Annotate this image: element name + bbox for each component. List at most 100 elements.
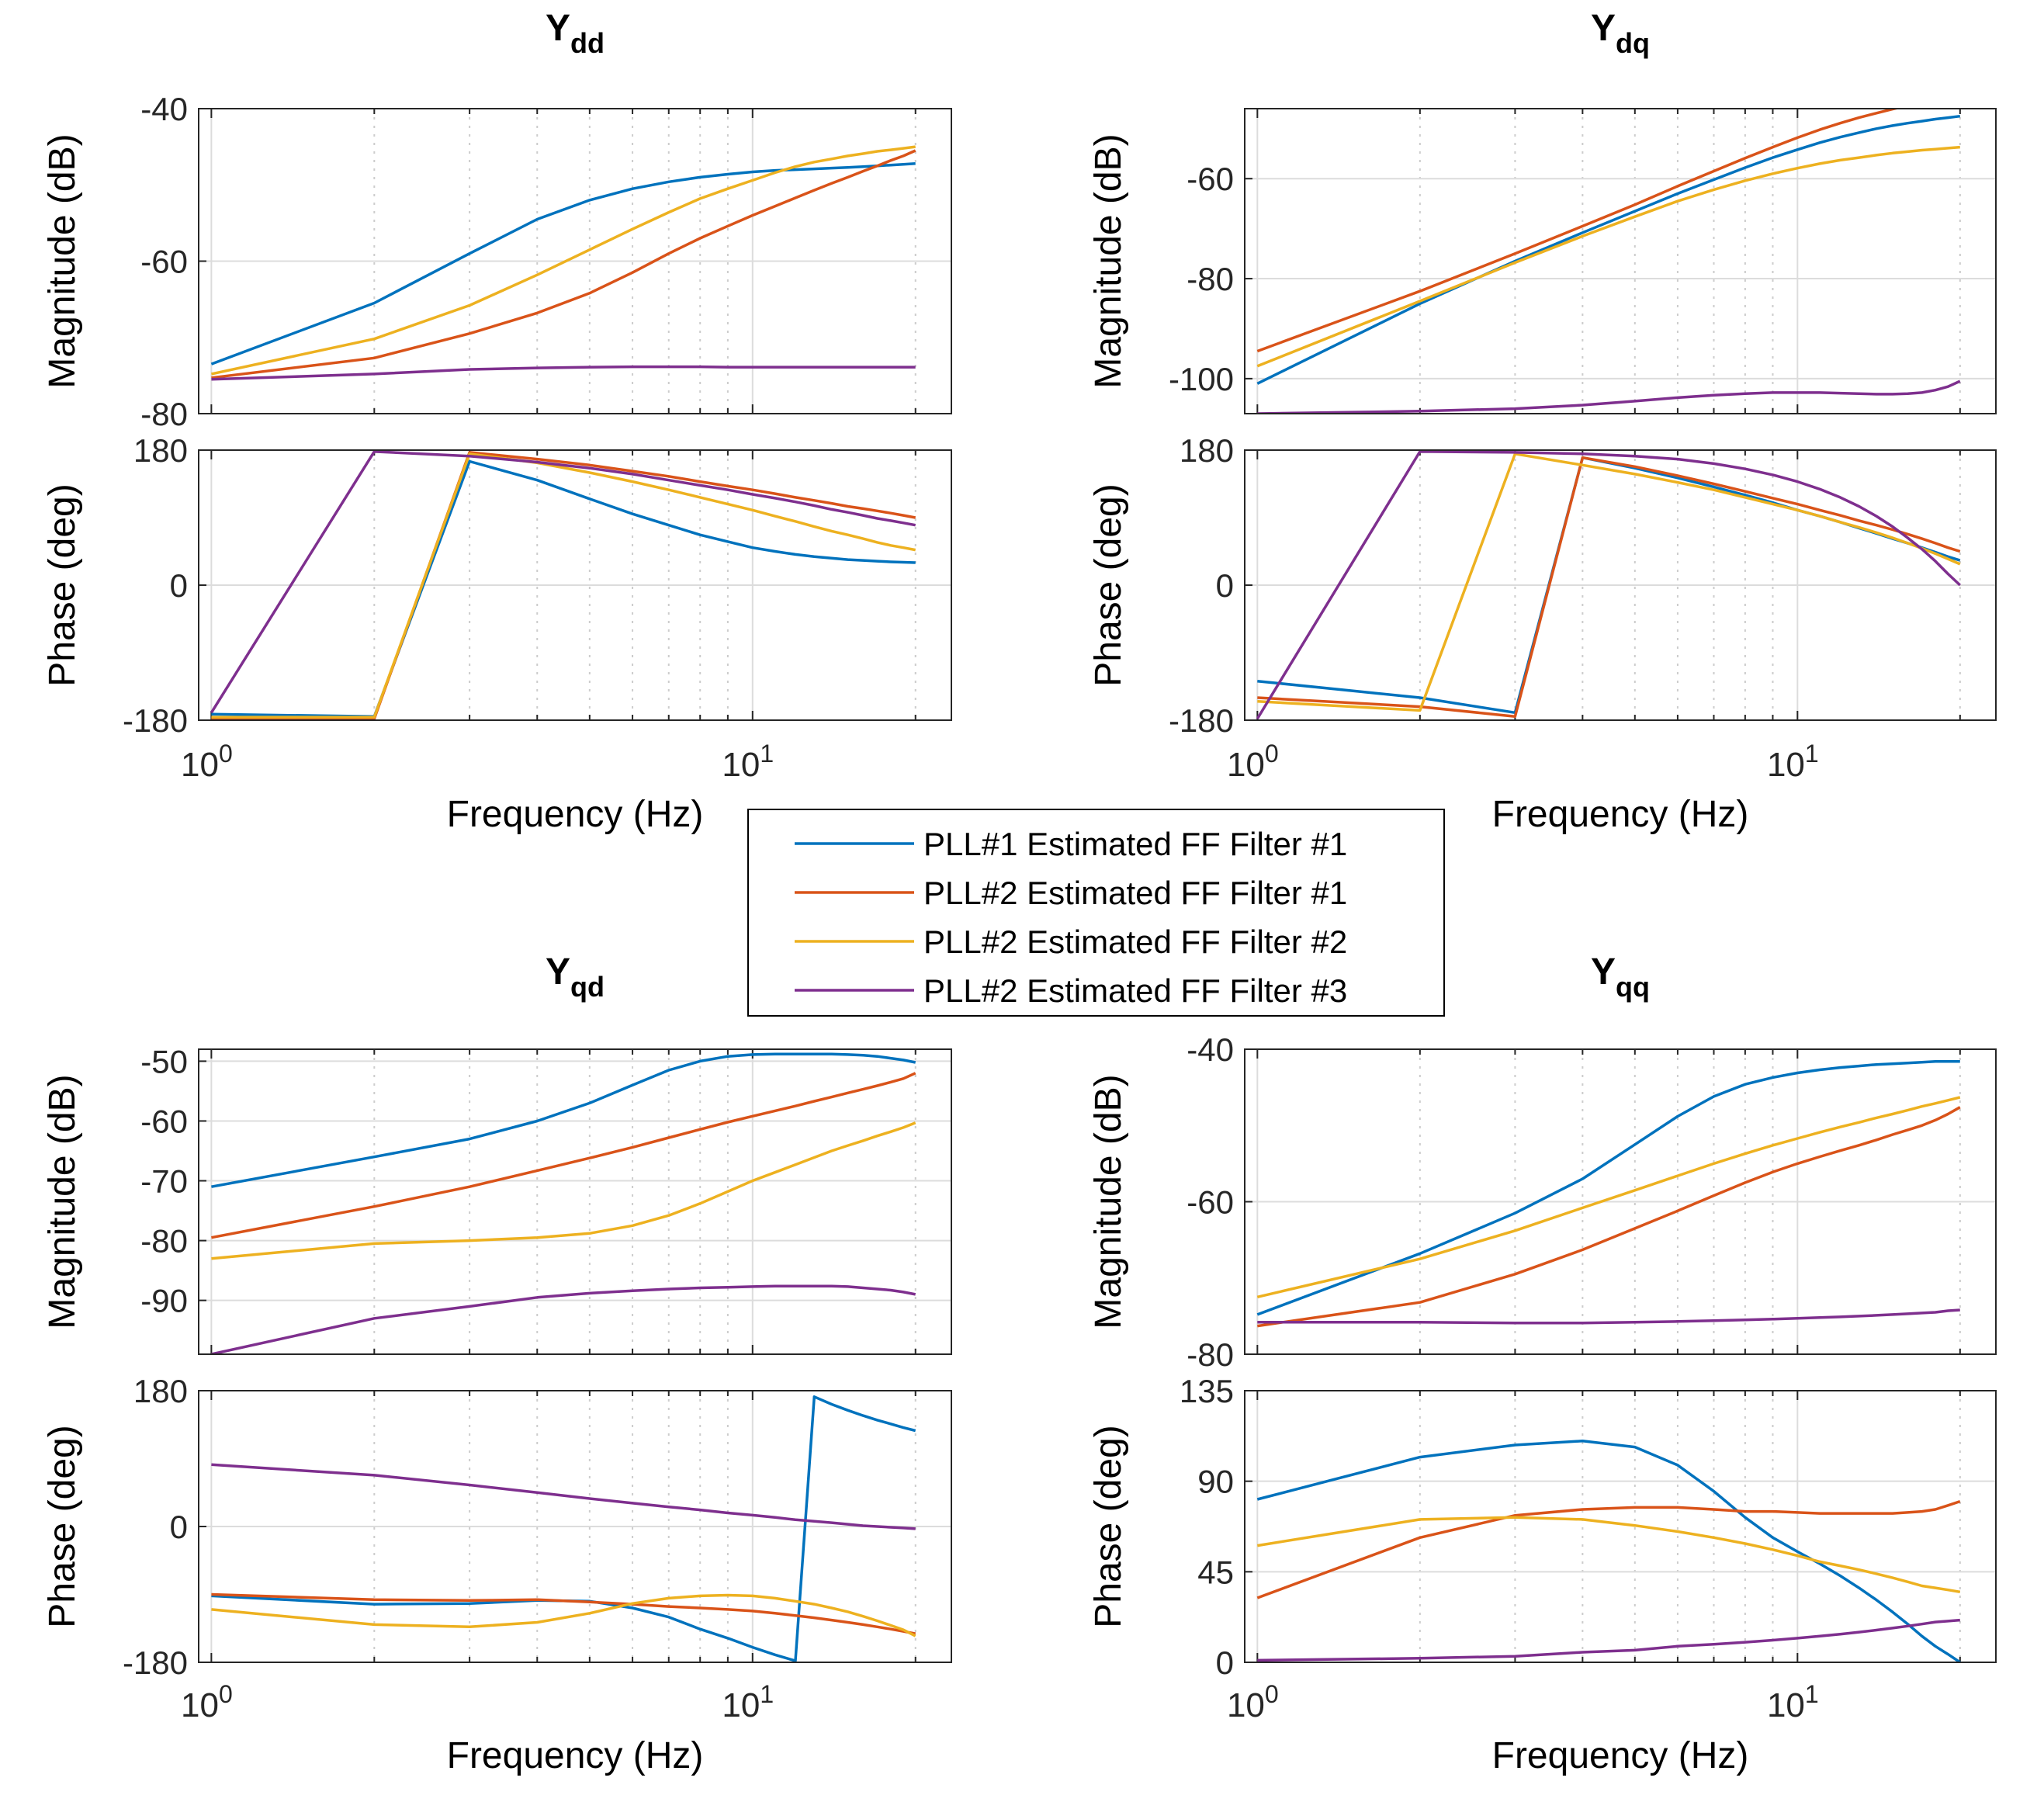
y-tick-label: -50	[140, 1043, 188, 1079]
y-tick-label: -180	[1169, 702, 1234, 739]
y-tick-label: -40	[1187, 1031, 1234, 1068]
magnitude-axes: -80 -60 -40 Magnitude (dB)	[42, 91, 952, 432]
series-line-3	[1256, 145, 1960, 368]
series-line-3	[211, 1593, 916, 1637]
legend-entry-label: PLL#2 Estimated FF Filter #1	[923, 875, 1347, 911]
magnitude-axes: -90 -80 -70 -60 -50 Magnitude (dB)	[42, 1043, 952, 1355]
panel-title-main: Y	[546, 8, 570, 49]
series-line-4	[1257, 1618, 1960, 1662]
bode-panel-qq: Yqq -80 -60 -40 Magnitude (dB) 0 45 90 135 Phase …	[1088, 951, 1997, 1776]
y-tick-label: -60	[140, 1103, 188, 1139]
magnitude-axes-frame	[198, 108, 952, 414]
phase-plot-area	[1245, 1391, 1996, 1662]
x-axis-label: Frequency (Hz)	[447, 1735, 704, 1776]
bode-panel-dd: Ydd -80 -60 -40 Magnitude (dB) -180 0 180 Phase …	[42, 8, 952, 835]
bode-panel-dq: Ydq -100 -80 -60 Magnitude (dB) -180 0 180 Phase…	[1088, 8, 1997, 835]
series-line-3	[1256, 1096, 1961, 1299]
y-tick-label: -70	[140, 1163, 188, 1200]
y-tick-label: 0	[1216, 567, 1234, 604]
x-tick-label: 100	[1227, 1680, 1279, 1724]
x-tick-label: 101	[1767, 1680, 1819, 1724]
x-tick-label: 100	[1227, 740, 1279, 784]
y-tick-label: 45	[1197, 1554, 1234, 1590]
phase-axes: -180 0 180 Phase (deg)	[42, 432, 952, 739]
phase-ylabel: Phase (deg)	[1088, 1425, 1129, 1628]
magnitude-axes-frame	[198, 1048, 952, 1355]
magnitude-plot-area	[199, 1049, 951, 1354]
y-tick-label: 90	[1197, 1464, 1234, 1500]
series-line-2	[1257, 1106, 1961, 1328]
y-tick-label: 180	[1180, 432, 1234, 469]
y-tick-label: -80	[140, 1223, 188, 1260]
magnitude-ylabel: Magnitude (dB)	[1088, 1074, 1129, 1329]
series-line-3	[211, 145, 916, 376]
legend: PLL#1 Estimated FF Filter #1 PLL#2 Estima…	[747, 809, 1445, 1017]
panel-title: Ydd	[546, 8, 605, 59]
x-axis-label: Frequency (Hz)	[447, 794, 704, 835]
series-line-1	[211, 1052, 916, 1188]
phase-ylabel: Phase (deg)	[42, 1425, 83, 1628]
panel-title-subscript: qq	[1616, 971, 1650, 1003]
legend-entry-label: PLL#2 Estimated FF Filter #2	[923, 924, 1347, 960]
y-tick-label: -60	[1187, 161, 1234, 197]
series-line-1	[1256, 114, 1961, 385]
magnitude-plot-area	[1245, 109, 1996, 414]
legend-entry-label: PLL#1 Estimated FF Filter #1	[923, 826, 1347, 862]
phase-axes-frame	[1244, 1390, 1997, 1663]
y-tick-label: -100	[1169, 361, 1234, 397]
phase-axes: -180 0 180 Phase (deg)	[42, 1373, 952, 1681]
panel-title-main: Y	[546, 951, 570, 993]
magnitude-axes-frame	[1244, 108, 1997, 414]
series-line-2	[1257, 456, 1961, 718]
phase-ylabel: Phase (deg)	[1088, 483, 1129, 687]
series-line-4	[1257, 379, 1961, 414]
y-tick-label: 0	[1216, 1644, 1234, 1681]
y-tick-label: 180	[133, 432, 188, 469]
y-tick-label: -40	[140, 91, 188, 127]
magnitude-ylabel: Magnitude (dB)	[42, 1074, 83, 1329]
panel-title-subscript: dd	[570, 27, 605, 59]
x-axis-label: Frequency (Hz)	[1492, 794, 1749, 835]
phase-axes-frame	[198, 1390, 952, 1663]
y-tick-label: -80	[140, 396, 188, 432]
series-line-4	[210, 450, 916, 714]
y-tick-label: -180	[123, 702, 188, 739]
series-line-4	[1256, 450, 1961, 720]
series-line-2	[211, 451, 916, 720]
phase-axes-frame	[198, 449, 952, 721]
series-line-3	[211, 1121, 916, 1260]
y-tick-label: -180	[123, 1644, 188, 1681]
series-line-3	[1257, 1516, 1961, 1594]
y-tick-label: 0	[170, 1509, 188, 1545]
series-line-4	[211, 1463, 916, 1530]
y-tick-label: -80	[1187, 261, 1234, 297]
magnitude-axes: -80 -60 -40 Magnitude (dB)	[1088, 1031, 1997, 1373]
series-line-2	[211, 1072, 916, 1239]
y-tick-label: -60	[1187, 1184, 1234, 1221]
series-line-4	[211, 365, 916, 381]
legend-entry-label: PLL#2 Estimated FF Filter #3	[923, 972, 1347, 1009]
series-line-4	[211, 1284, 916, 1354]
panel-title: Yqq	[1591, 951, 1650, 1003]
panel-title-main: Y	[1591, 8, 1616, 49]
x-tick-label: 101	[1767, 740, 1819, 784]
y-tick-label: -80	[1187, 1336, 1234, 1373]
x-tick-label: 100	[181, 740, 233, 784]
panel-title: Ydq	[1591, 8, 1650, 59]
phase-axes-frame	[1244, 449, 1997, 721]
bode-panel-qd: Yqd -90 -80 -70 -60 -50 Magnitude (dB) -180 0 180…	[42, 951, 952, 1776]
y-tick-label: 0	[170, 567, 188, 604]
phase-axes: 0 45 90 135 Phase (deg)	[1088, 1373, 1997, 1681]
x-tick-label: 101	[722, 740, 774, 784]
magnitude-ylabel: Magnitude (dB)	[1088, 133, 1129, 388]
panel-title-subscript: qd	[570, 971, 605, 1003]
magnitude-axes: -100 -80 -60 Magnitude (dB)	[1088, 108, 1997, 414]
x-tick-label: 100	[181, 1680, 233, 1724]
panel-title-subscript: dq	[1616, 27, 1650, 59]
series-line-2	[211, 149, 916, 379]
magnitude-ylabel: Magnitude (dB)	[42, 133, 83, 388]
panel-title-main: Y	[1591, 951, 1616, 993]
y-tick-label: -90	[140, 1283, 188, 1319]
y-tick-label: 135	[1180, 1373, 1234, 1409]
